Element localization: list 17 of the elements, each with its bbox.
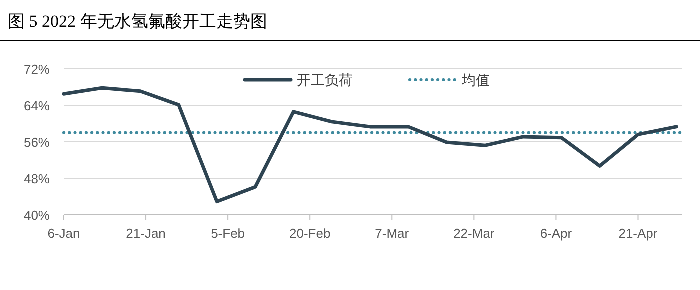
- x-tick-label: 6-Jan: [48, 226, 80, 241]
- chart-title: 图 5 2022 年无水氢氟酸开工走势图: [8, 12, 268, 31]
- x-tick-label: 7-Mar: [375, 226, 410, 241]
- legend-label: 均值: [461, 73, 490, 89]
- y-tick-label: 64%: [24, 98, 50, 114]
- x-tick-label: 5-Feb: [211, 226, 246, 241]
- legend-label: 开工负荷: [297, 73, 353, 89]
- x-tick-label: 22-Mar: [454, 226, 496, 241]
- y-tick-label: 56%: [24, 135, 50, 150]
- x-tick-label: 21-Jan: [126, 226, 166, 241]
- y-tick-label: 72%: [24, 62, 50, 77]
- x-tick-label: 20-Feb: [290, 226, 331, 241]
- x-tick-label: 21-Apr: [618, 226, 658, 241]
- y-tick-label: 40%: [24, 208, 50, 223]
- x-tick-label: 6-Apr: [540, 226, 573, 241]
- line-series: [62, 86, 678, 204]
- y-tick-label: 48%: [24, 172, 50, 186]
